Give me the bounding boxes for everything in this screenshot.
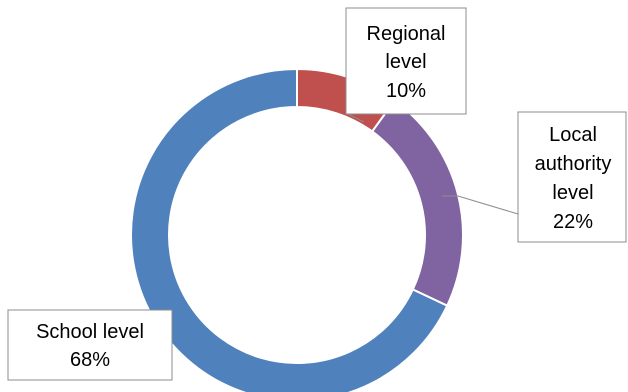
label-school-value: 68%	[70, 349, 110, 371]
label-school-line1: School level	[36, 321, 144, 343]
donut-slices	[130, 67, 464, 392]
label-regional-line2: level	[385, 51, 426, 73]
label-regional-line1: Regional	[367, 23, 446, 45]
label-local-line2: authority	[535, 153, 612, 175]
slice-school-level	[130, 67, 449, 392]
leader-line-regional	[347, 113, 365, 123]
label-local-line3: level	[552, 182, 593, 204]
label-regional-value: 10%	[386, 80, 426, 102]
callout-school-level: School level 68%	[7, 309, 173, 381]
slice-local-authority-level	[370, 99, 464, 308]
label-local-value: 22%	[553, 211, 593, 233]
callout-local-authority-level: Local authority level 22%	[517, 111, 627, 243]
label-local-line1: Local	[549, 124, 597, 146]
callout-regional-level: Regional level 10%	[345, 7, 467, 115]
leader-line-local-authority	[442, 195, 519, 215]
